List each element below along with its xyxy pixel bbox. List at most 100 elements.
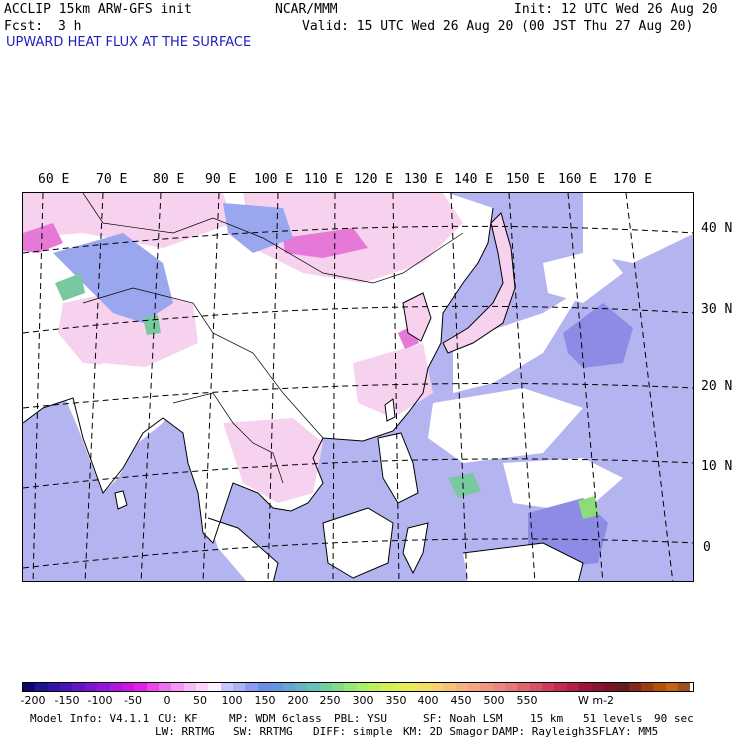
init-time: Init: 12 UTC Wed 26 Aug 20 — [514, 2, 718, 17]
map-panel — [22, 192, 694, 582]
coastline — [207, 517, 279, 581]
graticule — [23, 193, 693, 581]
colorbar-swatch — [579, 683, 592, 691]
colorbar-swatch — [653, 683, 666, 691]
colorbar-tick-label: 150 — [254, 694, 276, 707]
colorbar-swatch — [406, 683, 419, 691]
levels: 51 levels — [583, 712, 643, 725]
ocean-green-area — [578, 496, 599, 519]
longitude-line — [508, 193, 536, 581]
lat-label: 20 N — [701, 379, 733, 394]
colorbar-tick-label: 450 — [450, 694, 472, 707]
microphysics-scheme: MP: WDM 6class — [229, 712, 322, 725]
lon-label: 120 E — [354, 172, 394, 187]
colorbar-swatch — [505, 683, 518, 691]
ocean-clear-area — [543, 248, 623, 303]
resolution: 15 km — [530, 712, 564, 725]
coastline — [114, 490, 128, 510]
surface-scheme: SF: Noah LSM — [423, 712, 503, 725]
coastline — [442, 212, 516, 354]
surface-layer-scheme: SFLAY: MM5 — [592, 725, 659, 738]
colorbar-swatch — [517, 683, 530, 691]
colorbar-tick-label: 100 — [221, 694, 243, 707]
colorbar-tick-label: 250 — [319, 694, 341, 707]
damping-scheme: DAMP: Rayleigh3 — [492, 725, 592, 738]
lat-label: 10 N — [701, 459, 733, 474]
colorbar-swatch — [591, 683, 604, 691]
border — [82, 193, 464, 284]
land-blue-area — [53, 233, 173, 323]
colorbar-swatch — [183, 683, 197, 691]
colorbar-tick-label: -50 — [124, 694, 142, 707]
lon-label: 60 E — [38, 172, 70, 187]
land-sulawesi — [403, 523, 428, 573]
colorbar-swatch — [529, 683, 543, 691]
lon-label: 90 E — [205, 172, 237, 187]
colorbar-swatch — [430, 683, 444, 691]
timestep: 90 sec — [654, 712, 694, 725]
colorbar-swatch — [542, 683, 555, 691]
lat-label: 0 — [703, 540, 711, 555]
colorbar-swatch — [566, 683, 580, 691]
ocean-dark-area — [563, 303, 633, 368]
colorbar-swatch — [257, 683, 271, 691]
colorbar-swatch — [208, 683, 221, 691]
colorbar-swatch — [492, 683, 506, 691]
fcst-label: Fcst: — [4, 19, 44, 34]
land-new-guinea — [463, 543, 583, 581]
colorbar-swatch — [171, 683, 184, 691]
lon-label: 80 E — [153, 172, 185, 187]
colorbar-swatch — [369, 683, 382, 691]
colorbar-swatch — [233, 683, 246, 691]
lon-label: 100 E — [254, 172, 294, 187]
ocean-clear-area — [428, 388, 583, 463]
diffusion-scheme: DIFF: simple — [313, 725, 393, 738]
land-magenta-area — [283, 228, 368, 258]
lat-label: 40 N — [701, 221, 733, 236]
land-green-area — [55, 273, 85, 301]
fcst-value: 3 h — [58, 19, 82, 34]
coastline — [322, 507, 394, 579]
model-version: Model Info: V4.1.1 — [30, 712, 150, 725]
colorbar-swatch — [640, 683, 654, 691]
colorbar — [22, 682, 694, 692]
org-label: NCAR/MMM — [275, 2, 338, 17]
colorbar-tick-label: 400 — [417, 694, 439, 707]
lon-label: 160 E — [558, 172, 598, 187]
colorbar-swatch — [356, 683, 370, 691]
colorbar-swatch — [158, 683, 172, 691]
lon-label: 130 E — [404, 172, 444, 187]
land-india — [63, 363, 173, 493]
coastline — [377, 432, 419, 504]
longitude-line — [32, 193, 44, 581]
land-blue-area — [223, 203, 293, 253]
colorbar-swatch — [47, 683, 61, 691]
longitude-line — [332, 193, 336, 581]
colorbar-swatch — [381, 683, 394, 691]
field-title: UPWARD HEAT FLUX AT THE SURFACE — [6, 35, 252, 50]
colorbar-swatch — [443, 683, 456, 691]
valid-time: Valid: 15 UTC Wed 26 Aug 20 (00 JST Thu … — [302, 19, 694, 34]
colorbar-tick-label: 300 — [352, 694, 374, 707]
land-magenta-area — [23, 223, 63, 253]
longitude-line — [140, 193, 162, 581]
colorbar-swatch — [418, 683, 431, 691]
colorbar-swatch — [134, 683, 147, 691]
colorbar-swatch — [455, 683, 468, 691]
colorbar-labels: -200 -150 -100 -50 0 50 100 150 200 250 … — [0, 695, 740, 709]
land-taiwan — [385, 399, 395, 421]
colorbar-swatch — [84, 683, 98, 691]
colorbar-tick-label: -150 — [54, 694, 80, 707]
colorbar-swatch — [270, 683, 283, 691]
colorbar-swatch — [665, 683, 679, 691]
colorbar-tick-label: 200 — [287, 694, 309, 707]
longitude-line — [84, 193, 104, 581]
coastline — [402, 292, 432, 342]
lon-label: 150 E — [506, 172, 546, 187]
colorbar-swatch — [220, 683, 234, 691]
lon-label: 110 E — [304, 172, 344, 187]
colorbar-tick-label: -200 — [20, 694, 46, 707]
colorbar-swatch — [294, 683, 308, 691]
lon-label: 140 E — [454, 172, 494, 187]
longitude-line — [202, 193, 220, 581]
